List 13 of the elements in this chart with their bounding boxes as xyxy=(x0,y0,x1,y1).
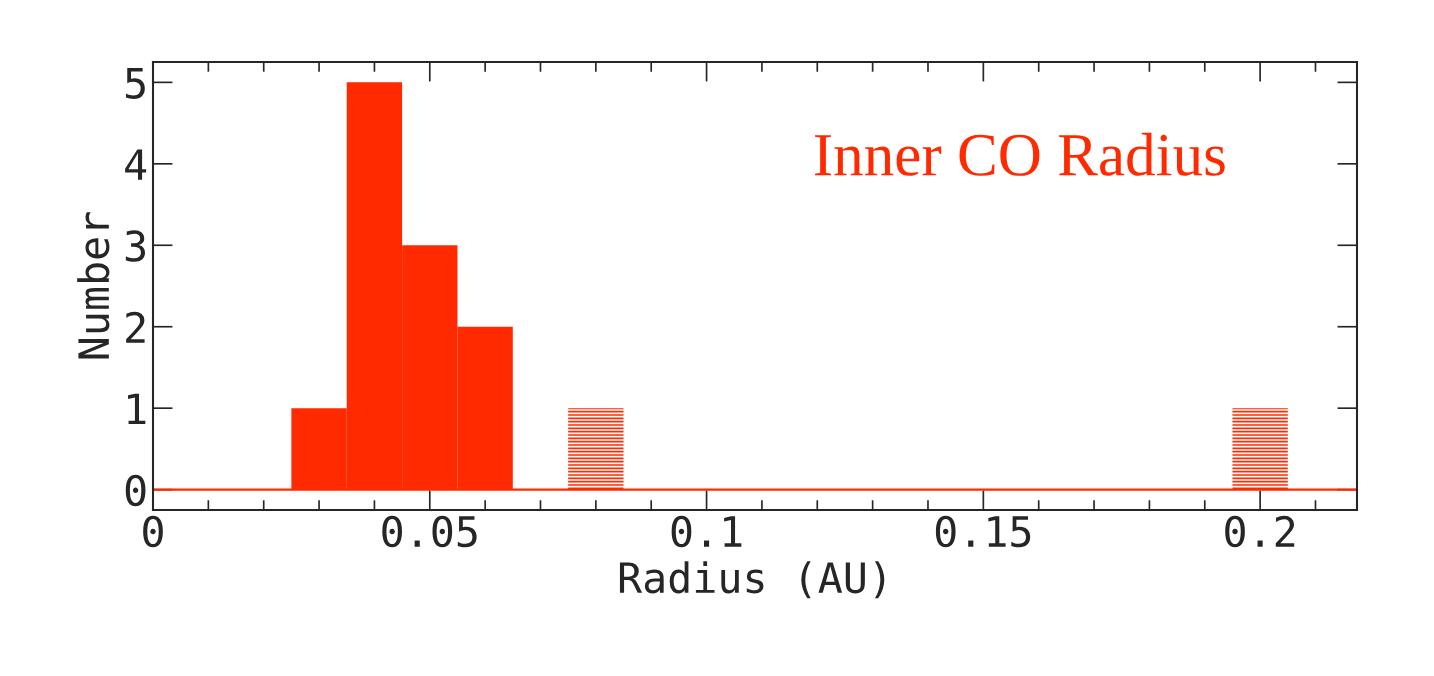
x-tick-label: 0.15 xyxy=(935,515,1031,548)
annotation: Inner CO Radius xyxy=(815,132,1225,176)
y-tick-label: 0 xyxy=(125,474,146,507)
y-tick-label: 3 xyxy=(125,230,146,262)
y-tick-label: 2 xyxy=(126,311,145,343)
y-tick-label: 5 xyxy=(125,67,145,99)
x-tick-label: 0.1 xyxy=(671,515,742,548)
x-tick-label: 0.2 xyxy=(1225,515,1295,548)
y-tick-label: 1 xyxy=(128,393,146,425)
x-tick-label: 0.05 xyxy=(382,515,477,548)
y-tick-label: 4 xyxy=(125,149,147,180)
x-axis-title: Radius (AU) xyxy=(619,561,885,599)
y-axis-title: Number xyxy=(77,212,110,359)
